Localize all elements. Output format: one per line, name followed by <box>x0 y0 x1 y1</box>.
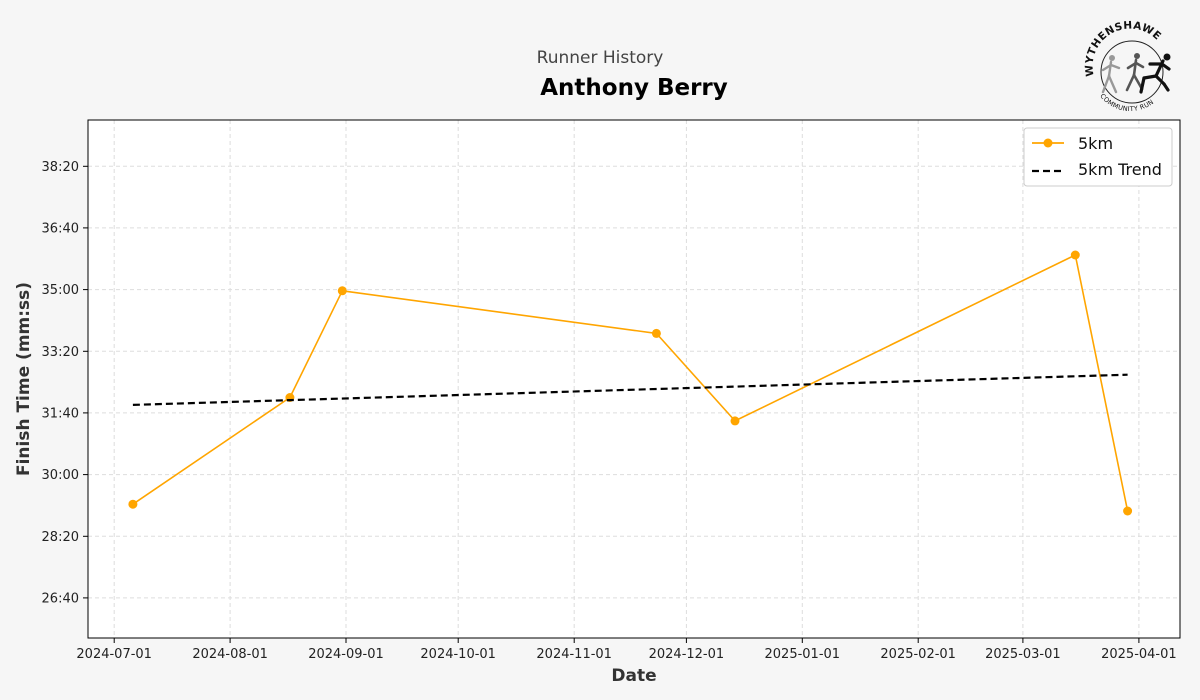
plot-frame <box>87 119 1181 639</box>
plot-area <box>88 120 1180 638</box>
x-tick-label: 2025-03-01 <box>985 647 1061 662</box>
wythenshawe-logo: WYTHENSHAWE COMMUNITY RUN <box>1083 19 1171 113</box>
x-tick-label: 2025-01-01 <box>765 647 841 662</box>
axes: 2024-07-01 2024-08-01 2024-09-01 2024-10-01… <box>42 160 1177 662</box>
legend-5km-marker <box>1043 138 1053 148</box>
y-tick-label: 31:40 <box>42 406 79 421</box>
chart-title: Anthony Berry <box>540 75 728 101</box>
y-tick-label: 26:40 <box>42 591 79 606</box>
series-5km-trend-line <box>132 373 1128 406</box>
series-5km-point <box>337 286 347 296</box>
logo-ring <box>1100 40 1164 104</box>
series-5km-point <box>651 328 661 338</box>
series-5km-point <box>1123 506 1133 516</box>
chart-subtitle: Runner History <box>537 48 664 68</box>
x-axis-label: Date <box>611 666 656 686</box>
series-layer <box>128 250 1133 516</box>
y-axis-label: Finish Time (mm:ss) <box>14 282 34 476</box>
series-5km-point <box>128 499 138 509</box>
runner-figure-mid-icon <box>1125 53 1145 92</box>
y-tick-label: 33:20 <box>42 345 79 360</box>
y-tick-label: 38:20 <box>42 160 79 175</box>
x-tick-label: 2024-08-01 <box>192 647 268 662</box>
runner-figure-dark-icon <box>1139 53 1171 94</box>
legend-trend-label: 5km Trend <box>1078 160 1162 179</box>
x-tick-label: 2024-07-01 <box>76 647 152 662</box>
series-5km-point <box>730 416 740 426</box>
runner-figure-light-icon <box>1101 55 1121 94</box>
y-tick-label: 36:40 <box>42 221 79 236</box>
x-tick-label: 2024-10-01 <box>420 647 496 662</box>
x-tick-label: 2024-11-01 <box>536 647 612 662</box>
series-5km-point <box>1070 250 1080 260</box>
x-tick-label: 2024-12-01 <box>649 647 725 662</box>
x-tick-label: 2025-02-01 <box>880 647 956 662</box>
grid <box>88 120 1180 638</box>
legend: 5km 5km Trend <box>1023 127 1173 187</box>
x-tick-label: 2024-09-01 <box>308 647 384 662</box>
x-tick-label: 2025-04-01 <box>1101 647 1177 662</box>
y-tick-label: 28:20 <box>42 530 79 545</box>
y-tick-label: 30:00 <box>42 468 79 483</box>
y-tick-label: 35:00 <box>42 283 79 298</box>
legend-5km-label: 5km <box>1078 134 1113 153</box>
